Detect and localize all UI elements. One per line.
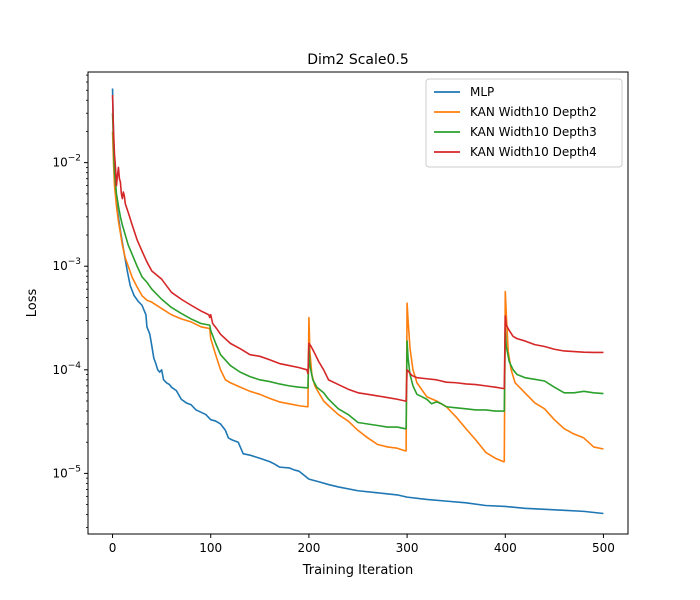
legend-label-4: KAN Width10 Depth4 <box>470 145 597 159</box>
plot-frame <box>87 71 629 535</box>
y-axis: 10−5 10−4 10−3 10−2 <box>52 74 88 528</box>
y-axis-label: Loss <box>25 289 40 318</box>
plot-area <box>87 71 629 535</box>
series-line-4 <box>111 94 604 402</box>
x-tick-label: 100 <box>199 541 222 555</box>
y-tick-label: 10−4 <box>52 361 81 377</box>
series-line-2 <box>111 131 604 463</box>
x-tick-label: 300 <box>396 541 419 555</box>
legend-label-2: KAN Width10 Depth2 <box>470 105 597 119</box>
x-tick-label: 200 <box>297 541 320 555</box>
chart-title: Dim2 Scale0.5 <box>307 52 409 68</box>
legend-label-3: KAN Width10 Depth3 <box>470 125 597 139</box>
y-tick-label: 10−2 <box>52 154 81 170</box>
y-tick-label: 10−3 <box>52 257 81 273</box>
series-layer <box>111 88 604 515</box>
x-tick-label: 500 <box>592 541 615 555</box>
x-axis: 0 100 200 300 400 500 <box>109 534 615 555</box>
x-axis-label: Training Iteration <box>302 563 414 578</box>
x-tick-label: 0 <box>109 541 117 555</box>
series-line-1 <box>111 88 604 515</box>
y-tick-label: 10−5 <box>52 464 81 480</box>
legend-label-1: MLP <box>470 85 494 99</box>
legend-box <box>425 78 623 168</box>
legend: MLP KAN Width10 Depth2 KAN Width10 Depth3 K… <box>425 78 623 168</box>
x-tick-label: 400 <box>494 541 517 555</box>
